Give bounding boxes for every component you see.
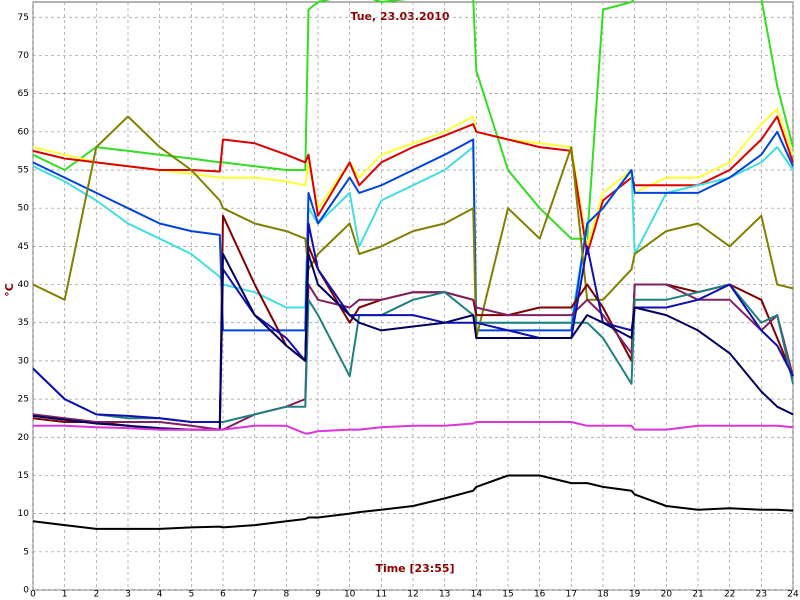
data-line [32,0,794,240]
y-tick-label: 60 [18,127,30,137]
y-tick-label: 30 [18,356,30,366]
y-tick-label: 50 [18,204,30,214]
x-tick-label: 22 [724,590,735,600]
data-line [32,474,794,530]
y-tick-label: 75 [18,13,29,23]
y-tick-label: 55 [18,166,29,176]
x-tick-label: 0 [30,590,36,600]
data-line [32,222,794,423]
x-tick-label: 14 [471,590,483,600]
data-line [32,107,794,248]
x-tick-label: 23 [756,590,767,600]
x-tick-label: 13 [439,590,450,600]
x-axis-label: Time [23:55] [375,562,454,575]
x-tick-label: 6 [220,590,226,600]
x-tick-label: 10 [344,590,356,600]
x-tick-label: 2 [93,590,99,600]
y-tick-label: 70 [18,51,30,61]
data-line [32,146,794,324]
x-tick-label: 24 [787,590,799,600]
x-tick-label: 4 [157,590,163,600]
x-tick-label: 7 [252,590,258,600]
data-line [32,115,794,339]
x-tick-label: 11 [376,590,387,600]
x-tick-label: 19 [629,590,641,600]
chart-title: Tue, 23.03.2010 [350,10,450,23]
x-tick-label: 17 [566,590,577,600]
y-tick-label: 65 [18,89,29,99]
x-tick-label: 21 [692,590,703,600]
data-line [33,421,794,435]
x-tick-label: 1 [62,590,68,600]
x-tick-label: 16 [534,590,546,600]
y-tick-label: 35 [18,318,29,328]
y-tick-label: 45 [18,242,29,252]
x-tick-label: 12 [407,590,418,600]
data-line [32,130,794,332]
y-tick-label: 25 [18,395,29,405]
data-line [32,283,794,431]
x-tick-label: 9 [315,590,321,600]
y-tick-label: 10 [18,509,30,519]
data-line [32,115,794,255]
x-tick-label: 8 [283,590,289,600]
y-tick-label: 20 [18,433,30,443]
x-tick-label: 15 [502,590,513,600]
x-tick-label: 5 [188,590,194,600]
y-tick-label: 40 [18,280,30,290]
x-tick-label: 20 [661,590,673,600]
x-tick-label: 18 [597,590,609,600]
y-axis-label: °C [3,283,16,297]
y-tick-label: 5 [23,547,29,557]
y-tick-label: 15 [18,471,29,481]
x-tick-label: 3 [125,590,131,600]
y-tick-label: 0 [23,586,29,596]
